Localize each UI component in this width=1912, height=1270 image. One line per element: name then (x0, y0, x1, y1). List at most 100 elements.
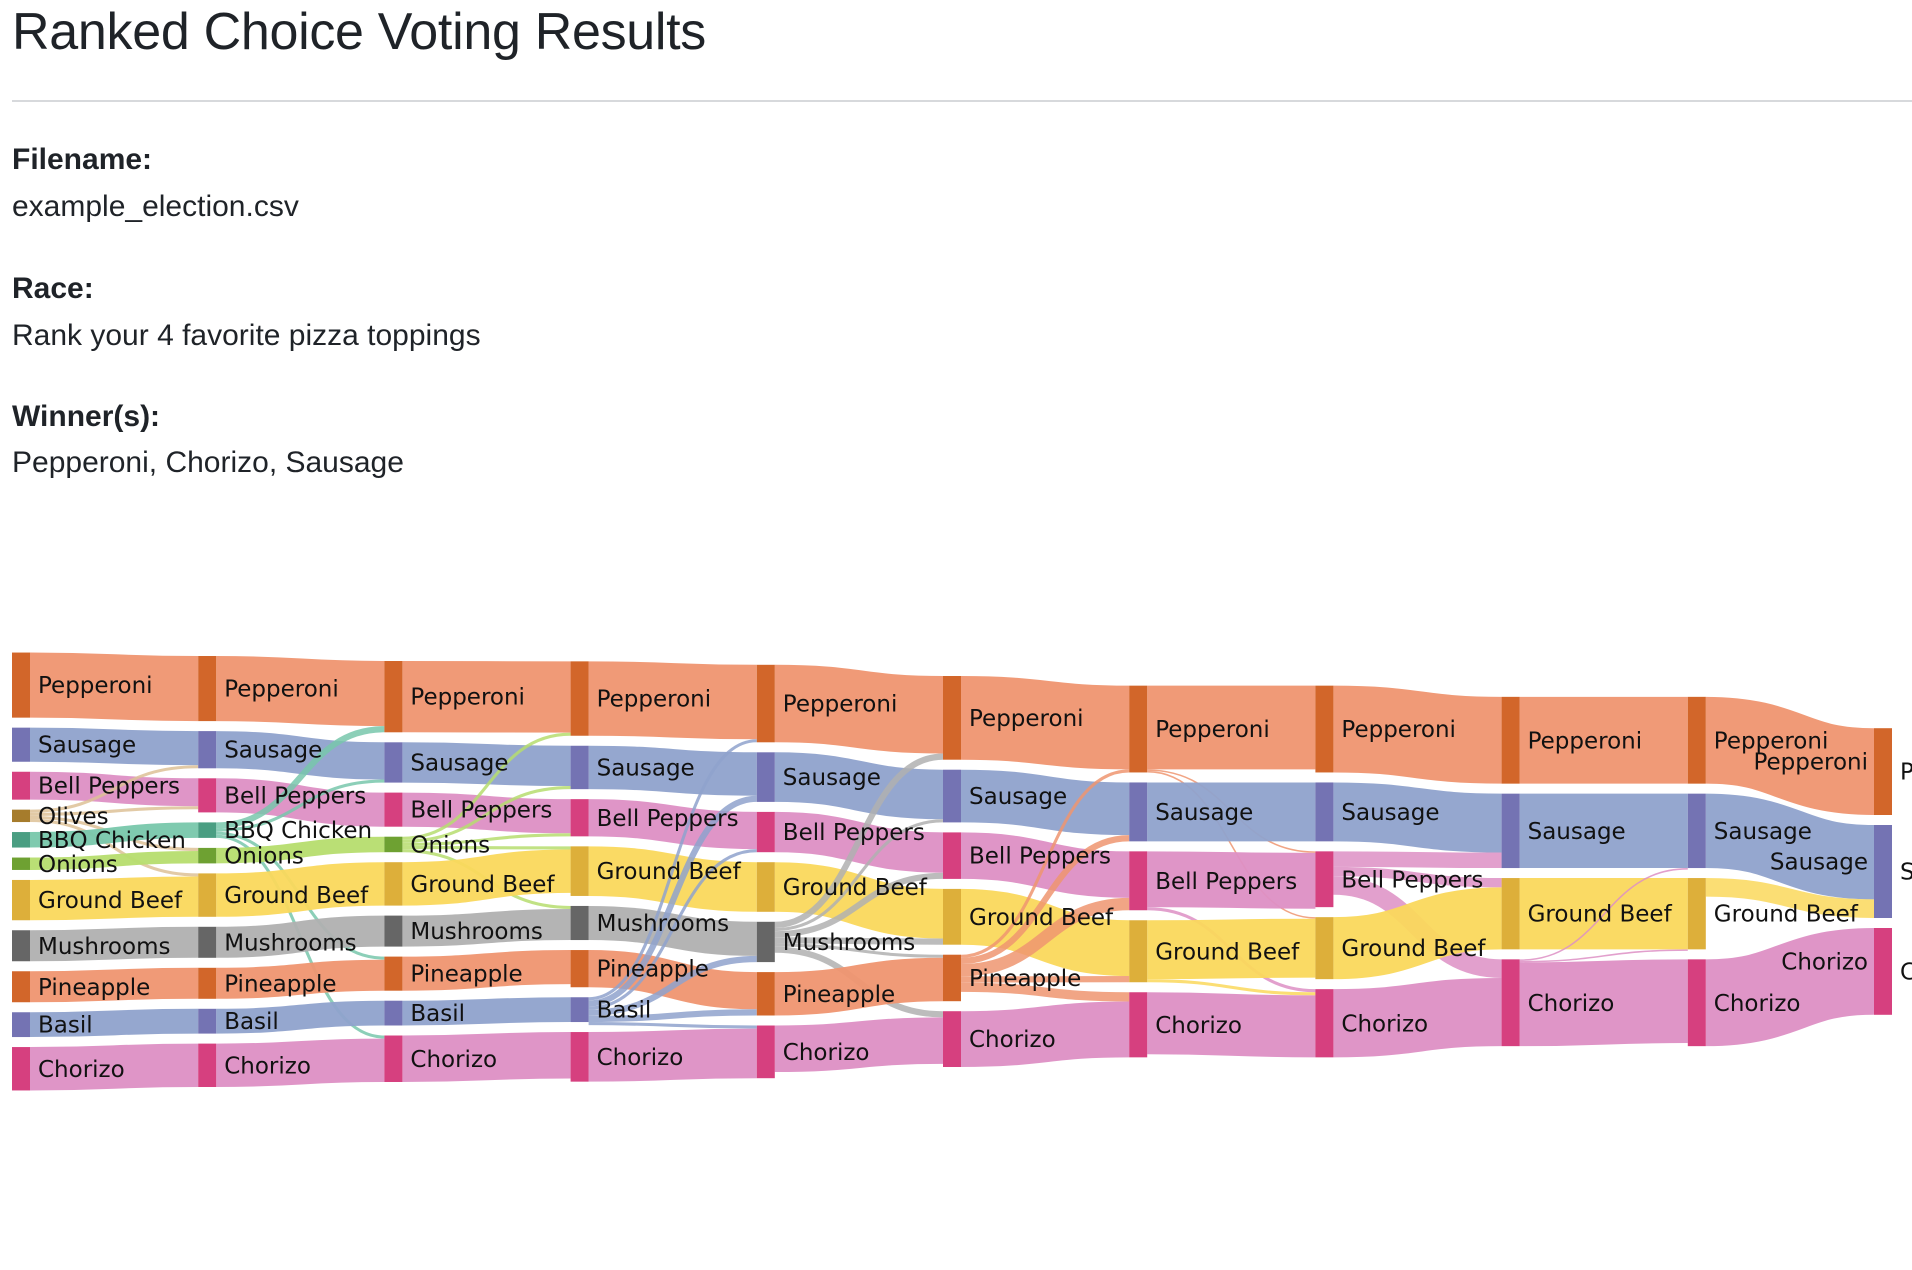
node-bell-peppers-r8 (1315, 851, 1334, 908)
node-bell-peppers-r1 (12, 771, 30, 800)
node-label-sausage-r11: Sausage (1900, 860, 1912, 886)
node-label-chorizo-r5: Chorizo (783, 1040, 870, 1066)
node-label-basil-r4: Basil (597, 998, 652, 1024)
flow-bell-peppers-to-bell-peppers-r4 (588, 799, 757, 850)
node-ground-beef-r8 (1315, 917, 1334, 980)
flow-olives-to-ground-beef-r1 (29, 818, 199, 877)
flow-sausage-to-sausage-r1 (29, 727, 199, 766)
filename-value: example_election.csv (12, 190, 299, 223)
node-label-onions-r1: Onions (38, 852, 118, 878)
node-label-chorizo-r4: Chorizo (597, 1045, 684, 1071)
flow-basil-to-bell-peppers-r4 (588, 849, 757, 1010)
node-label-bell-peppers-r7: Bell Peppers (1155, 869, 1297, 895)
node-onions-r1 (12, 857, 30, 870)
node-label-basil-r1: Basil (38, 1013, 93, 1039)
node-label-mushrooms-r3: Mushrooms (410, 919, 542, 945)
node-label-mushrooms-r2: Mushrooms (224, 930, 356, 956)
node-sausage-r5 (756, 752, 775, 802)
flow-chorizo-to-chorizo-r8 (1333, 977, 1502, 1058)
node-label-bell-peppers-r8: Bell Peppers (1341, 867, 1483, 893)
flow-ground-beef-to-ground-beef-r4 (588, 846, 757, 912)
sankey-links (29, 652, 1875, 1091)
flow-pepperoni-to-pepperoni-r2 (216, 656, 385, 727)
node-basil-r1 (12, 1012, 30, 1038)
node-chorizo-r4 (570, 1032, 589, 1082)
flow-chorizo-to-ground-beef-r9 (1519, 949, 1688, 963)
node-label-bell-peppers-r3: Bell Peppers (410, 798, 552, 824)
winners-label: Winner(s): (12, 400, 161, 433)
node-mushrooms-r5 (756, 921, 775, 963)
flow-pineapple-to-pineapple-r5 (774, 957, 944, 1016)
node-label-ground-beef-r10: Ground Beef (1714, 902, 1859, 928)
node-label-ground-beef-r7: Ground Beef (1155, 939, 1300, 965)
flow-pepperoni-to-pepperoni-r8 (1333, 685, 1502, 784)
flow-mushrooms-to-sausage-r5 (774, 819, 944, 932)
flow-basil-to-mushrooms-r4 (588, 955, 757, 1016)
node-chorizo-r5 (756, 1025, 775, 1079)
node-label-onions-r3: Onions (410, 832, 490, 858)
node-pineapple-r2 (198, 967, 217, 999)
node-label-pepperoni-r10: Pepperoni (1714, 728, 1829, 754)
sankey-labels: Pepperoni Sausage Bell Peppers Olives BBQ Ch… (38, 673, 1912, 1083)
sankey-diagram: Pepperoni Sausage Bell Peppers Olives BBQ Ch… (12, 652, 1912, 1091)
flow-chorizo-to-chorizo-r5 (774, 1017, 944, 1072)
node-sausage-r9 (1501, 793, 1520, 869)
node-label-basil-r3: Basil (410, 1001, 465, 1027)
race-label: Race: (12, 272, 94, 305)
flow-mushrooms-to-mushrooms-r1 (29, 926, 199, 962)
flow-chorizo-to-chorizo-r10 (1704, 928, 1875, 1047)
node-label-chorizo-r8: Chorizo (1341, 1011, 1428, 1037)
flow-ground-beef-to-sausage-r10 (1705, 878, 1875, 918)
node-bell-peppers-r6 (943, 832, 961, 879)
flow-ground-beef-to-chorizo-r7 (1147, 979, 1316, 996)
node-label-sausage-r8: Sausage (1341, 800, 1439, 826)
node-label-pepperoni-r2: Pepperoni (224, 677, 339, 703)
node-label-pineapple-r5: Pineapple (783, 982, 895, 1008)
node-label-extra-chorizo: Chorizo (1781, 949, 1868, 975)
flow-pineapple-to-pineapple-r1 (29, 967, 199, 1003)
node-label-bell-peppers-r5: Bell Peppers (783, 820, 925, 846)
node-label-bbq-chicken-r2: BBQ Chicken (224, 818, 372, 844)
node-sausage-r1 (12, 727, 30, 762)
node-sausage-r4 (570, 745, 589, 790)
node-ground-beef-r3 (384, 862, 403, 906)
node-bbq-chicken-r1 (12, 832, 30, 848)
node-label-ground-beef-r4: Ground Beef (597, 859, 742, 885)
node-onions-r2 (198, 847, 217, 864)
node-pepperoni-r3 (384, 661, 403, 733)
node-label-ground-beef-r1: Ground Beef (38, 888, 183, 914)
node-label-pineapple-r2: Pineapple (224, 971, 336, 997)
node-chorizo-r1 (12, 1047, 30, 1091)
node-chorizo-r8 (1315, 989, 1334, 1058)
node-pepperoni-r5 (756, 664, 775, 743)
node-label-bell-peppers-r1: Bell Peppers (38, 774, 180, 800)
node-sausage-r10 (1687, 793, 1706, 869)
flow-mushrooms-to-pepperoni-r5 (774, 753, 944, 928)
node-label-sausage-r4: Sausage (597, 755, 695, 781)
node-label-chorizo-r2: Chorizo (224, 1053, 311, 1079)
node-label-mushrooms-r5: Mushrooms (783, 930, 915, 956)
flow-chorizo-to-chorizo-r6 (960, 1001, 1130, 1067)
node-label-chorizo-r11: Chorizo (1900, 959, 1912, 985)
sankey-nodes (12, 652, 1892, 1091)
node-bell-peppers-r7 (1129, 851, 1148, 911)
flow-pineapple-to-bell-peppers-r6 (960, 897, 1130, 977)
node-label-pineapple-r6: Pineapple (969, 966, 1081, 992)
flow-chorizo-to-chorizo-r9 (1519, 959, 1688, 1047)
node-basil-r4 (570, 997, 589, 1023)
node-label-sausage-r1: Sausage (38, 733, 136, 759)
node-mushrooms-r3 (384, 915, 403, 947)
node-label-olives-r1: Olives (38, 804, 109, 830)
node-pineapple-r6 (943, 954, 961, 1002)
flow-onions-to-pepperoni-r3 (402, 732, 571, 840)
node-pepperoni-r1 (12, 652, 30, 718)
flow-onions-to-sausage-r3 (402, 786, 571, 843)
node-chorizo-r9 (1501, 959, 1520, 1047)
flow-chorizo-to-chorizo-r1 (29, 1043, 199, 1091)
node-bell-peppers-r2 (198, 778, 217, 813)
node-sausage-r8 (1315, 782, 1334, 842)
node-ground-beef-r7 (1129, 920, 1148, 983)
node-label-sausage-r9: Sausage (1528, 819, 1626, 845)
node-label-chorizo-r6: Chorizo (969, 1027, 1056, 1053)
node-chorizo-r11 (1874, 928, 1892, 1015)
